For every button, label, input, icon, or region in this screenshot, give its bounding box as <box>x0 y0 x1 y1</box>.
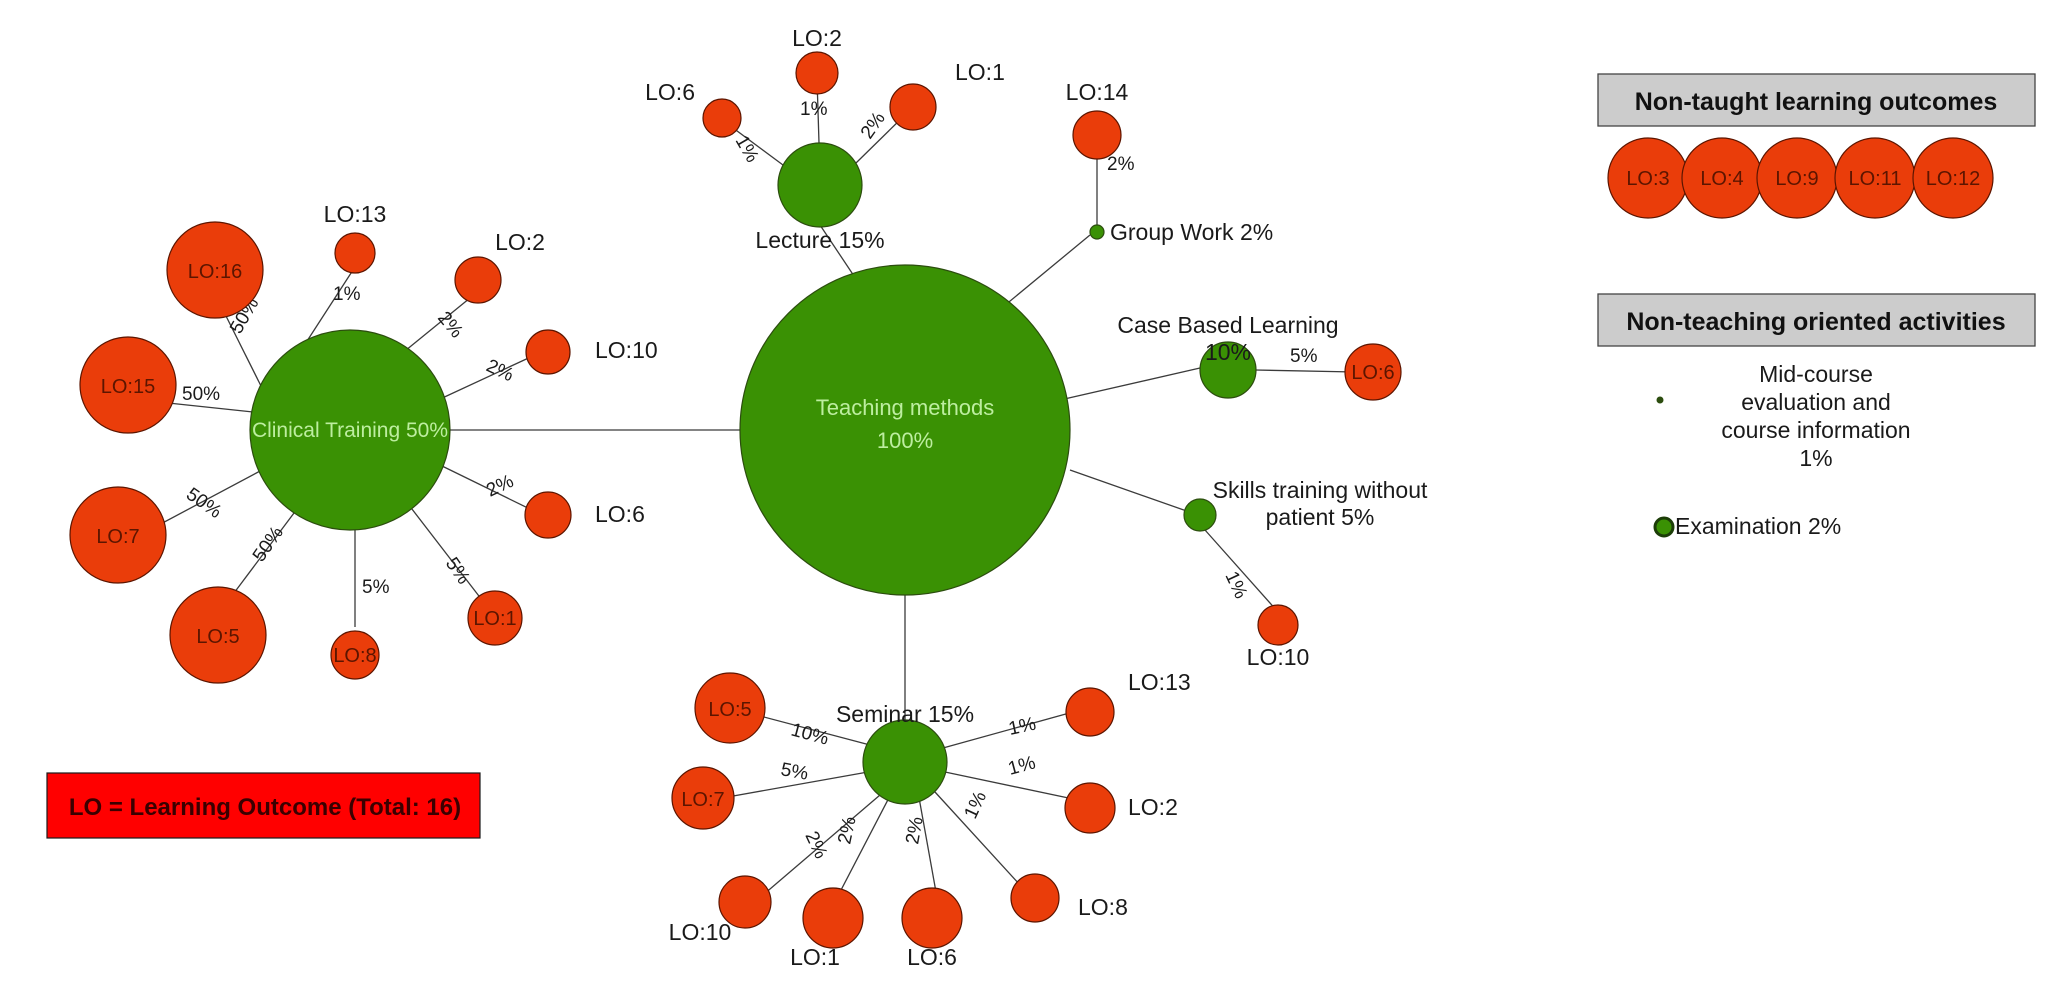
svg-text:LO:7: LO:7 <box>96 526 139 548</box>
svg-text:1%: 1% <box>333 284 361 305</box>
svg-text:Mid-course: Mid-course <box>1759 361 1873 387</box>
svg-text:5%: 5% <box>362 577 390 598</box>
svg-text:10%: 10% <box>1205 339 1251 365</box>
svg-text:LO:10: LO:10 <box>669 919 732 945</box>
svg-text:LO:10: LO:10 <box>1247 644 1310 670</box>
svg-text:Clinical Training 50%: Clinical Training 50% <box>252 419 448 442</box>
svg-text:Non-taught learning outcomes: Non-taught learning outcomes <box>1635 88 1998 116</box>
svg-text:LO:10: LO:10 <box>595 337 658 363</box>
svg-text:LO:5: LO:5 <box>708 699 751 721</box>
svg-text:LO:2: LO:2 <box>792 25 842 51</box>
svg-text:Teaching methods: Teaching methods <box>816 395 995 420</box>
svg-text:100%: 100% <box>877 428 933 453</box>
svg-text:LO:16: LO:16 <box>188 261 242 283</box>
svg-text:LO:9: LO:9 <box>1775 168 1818 190</box>
svg-text:1%: 1% <box>800 99 828 120</box>
svg-text:Skills training without: Skills training without <box>1213 477 1428 503</box>
svg-text:LO:13: LO:13 <box>324 201 387 227</box>
svg-text:LO:3: LO:3 <box>1626 168 1669 190</box>
svg-text:50%: 50% <box>182 384 220 405</box>
svg-text:LO:6: LO:6 <box>595 501 645 527</box>
svg-text:LO:7: LO:7 <box>681 789 724 811</box>
svg-text:LO:1: LO:1 <box>955 59 1005 85</box>
svg-text:LO = Learning Outcome (Total:: LO = Learning Outcome (Total: 16) <box>69 794 461 821</box>
svg-text:Examination 2%: Examination 2% <box>1675 513 1841 539</box>
svg-text:LO:13: LO:13 <box>1128 669 1191 695</box>
svg-text:evaluation and: evaluation and <box>1741 389 1891 415</box>
svg-text:LO:5: LO:5 <box>196 626 239 648</box>
svg-text:LO:1: LO:1 <box>790 944 840 970</box>
svg-text:LO:11: LO:11 <box>1849 168 1902 190</box>
svg-text:5%: 5% <box>1290 346 1318 367</box>
svg-text:LO:8: LO:8 <box>1078 894 1128 920</box>
svg-text:LO:6: LO:6 <box>907 944 957 970</box>
svg-text:Lecture 15%: Lecture 15% <box>755 227 884 253</box>
svg-text:LO:8: LO:8 <box>333 645 376 667</box>
svg-text:LO:2: LO:2 <box>495 229 545 255</box>
svg-text:LO:6: LO:6 <box>645 79 695 105</box>
svg-text:LO:15: LO:15 <box>101 376 155 398</box>
svg-text:Group Work 2%: Group Work 2% <box>1110 219 1273 245</box>
svg-text:LO:2: LO:2 <box>1128 794 1178 820</box>
svg-text:Seminar 15%: Seminar 15% <box>836 701 974 727</box>
svg-text:patient 5%: patient 5% <box>1266 504 1375 530</box>
svg-text:LO:12: LO:12 <box>1926 168 1980 190</box>
svg-text:LO:1: LO:1 <box>473 608 516 630</box>
svg-text:course information: course information <box>1721 417 1910 443</box>
svg-text:Non-teaching oriented activiti: Non-teaching oriented activities <box>1626 308 2005 336</box>
svg-text:LO:6: LO:6 <box>1351 362 1394 384</box>
svg-text:LO:14: LO:14 <box>1066 79 1129 105</box>
svg-text:Case Based Learning: Case Based Learning <box>1117 312 1338 338</box>
svg-text:2%: 2% <box>1107 154 1135 175</box>
svg-text:1%: 1% <box>1799 445 1832 471</box>
svg-text:LO:4: LO:4 <box>1700 168 1743 190</box>
